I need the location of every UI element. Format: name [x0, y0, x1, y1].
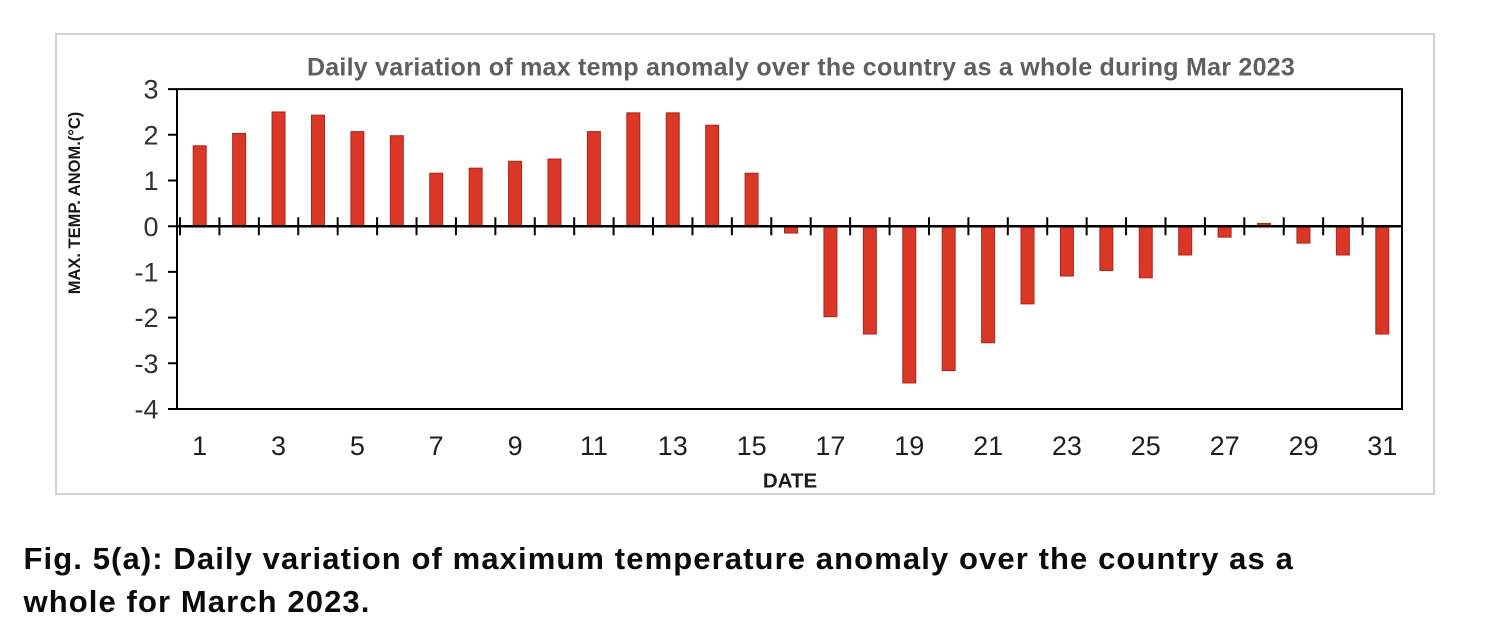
- svg-text:MAX. TEMP. ANOM.(°C): MAX. TEMP. ANOM.(°C): [66, 112, 84, 295]
- svg-text:-1: -1: [134, 258, 158, 288]
- svg-text:11: 11: [580, 431, 608, 461]
- svg-text:Daily variation of max temp an: Daily variation of max temp anomaly over…: [307, 54, 1295, 82]
- svg-text:3: 3: [143, 75, 158, 105]
- svg-text:-3: -3: [134, 349, 158, 379]
- svg-text:1: 1: [143, 166, 158, 196]
- svg-text:2: 2: [143, 120, 158, 150]
- svg-text:25: 25: [1131, 431, 1161, 461]
- svg-text:13: 13: [658, 431, 688, 461]
- svg-text:7: 7: [429, 431, 444, 461]
- svg-text:1: 1: [192, 431, 207, 461]
- svg-text:23: 23: [1052, 431, 1082, 461]
- svg-text:DATE: DATE: [763, 470, 817, 493]
- svg-text:29: 29: [1288, 431, 1318, 461]
- svg-text:0: 0: [143, 212, 158, 242]
- svg-text:31: 31: [1367, 431, 1397, 461]
- svg-text:5: 5: [350, 431, 365, 461]
- svg-text:21: 21: [973, 431, 1003, 461]
- svg-text:17: 17: [815, 431, 845, 461]
- svg-text:27: 27: [1210, 431, 1240, 461]
- svg-text:9: 9: [508, 431, 523, 461]
- svg-text:-4: -4: [134, 395, 158, 425]
- svg-text:3: 3: [271, 431, 286, 461]
- svg-text:-2: -2: [134, 303, 158, 333]
- svg-text:19: 19: [894, 431, 924, 461]
- svg-text:15: 15: [737, 431, 767, 461]
